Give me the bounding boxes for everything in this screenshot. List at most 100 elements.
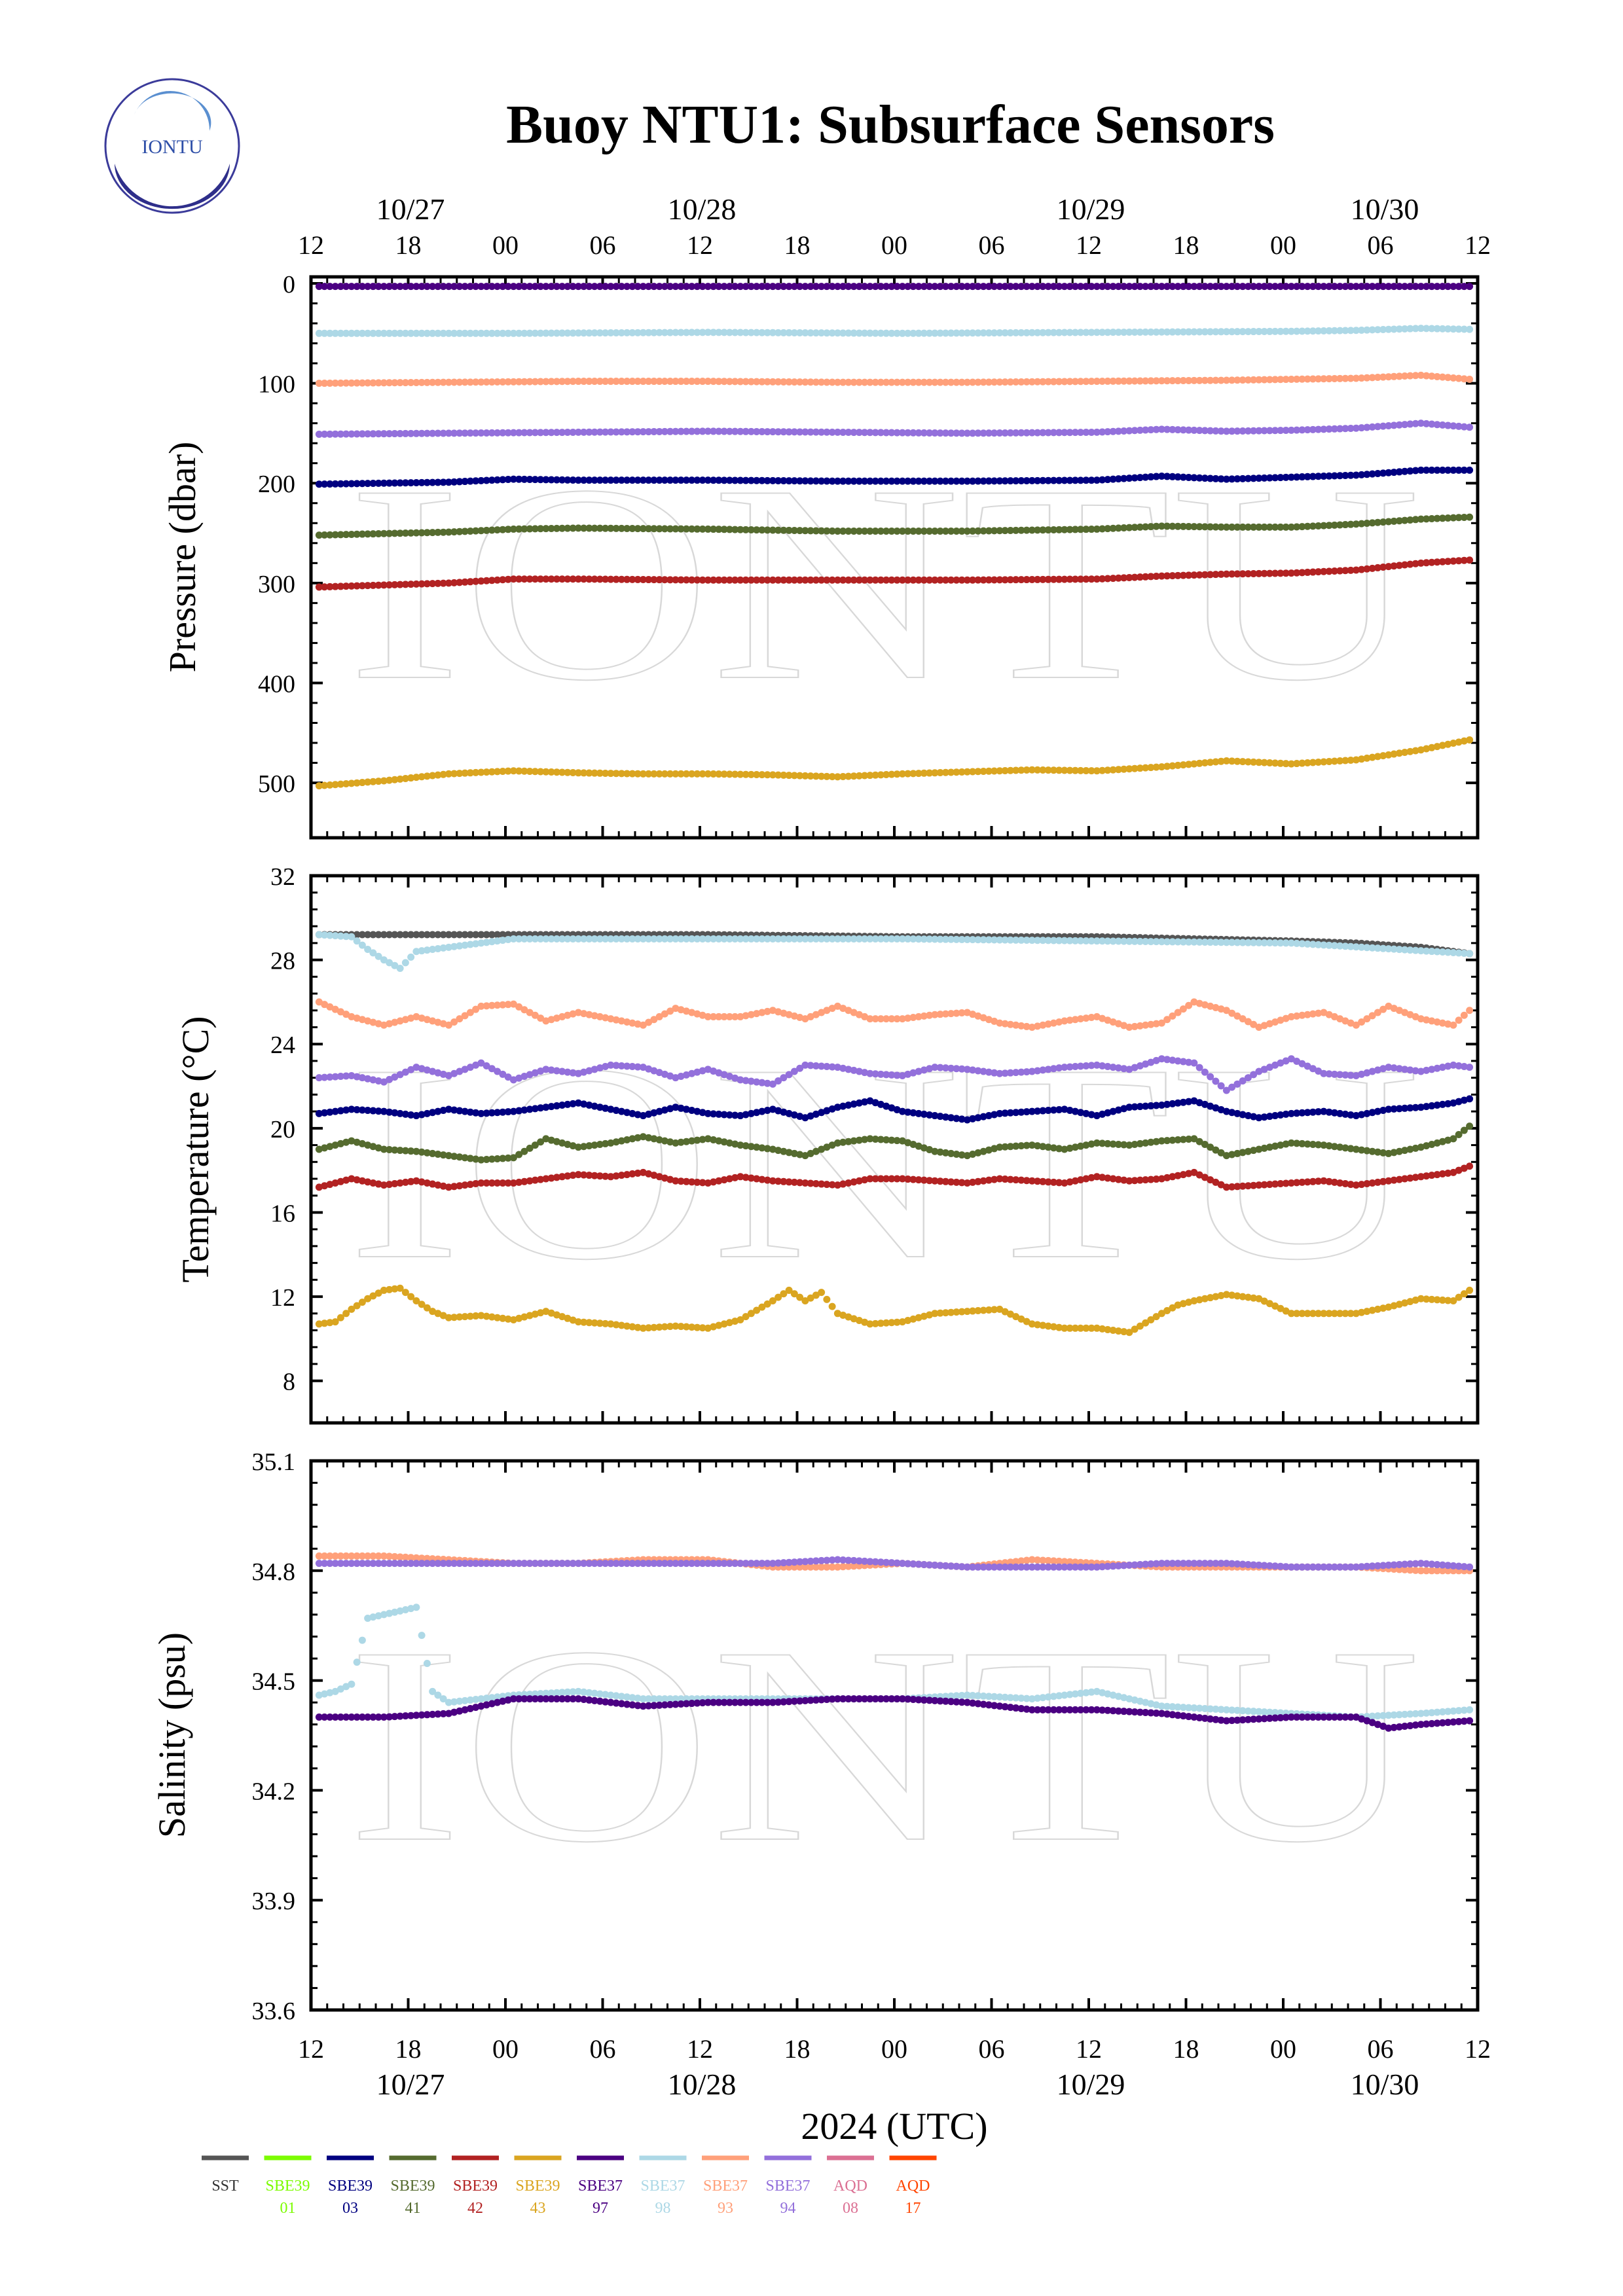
- data-point: [1131, 1561, 1139, 1569]
- data-point: [1049, 329, 1057, 336]
- data-point: [996, 527, 1004, 535]
- data-point: [1320, 1009, 1328, 1016]
- data-point: [445, 1698, 452, 1706]
- data-point: [785, 1109, 793, 1117]
- data-point: [839, 428, 847, 436]
- data-point: [866, 1175, 874, 1183]
- data-point: [790, 526, 798, 534]
- data-point: [1450, 1297, 1457, 1305]
- data-point: [1201, 1100, 1209, 1108]
- data-point: [645, 1560, 653, 1568]
- data-point: [953, 1115, 960, 1122]
- data-point: [466, 1696, 474, 1704]
- data-point: [1433, 1171, 1441, 1179]
- data-point: [672, 1177, 680, 1185]
- data-point: [720, 1320, 728, 1328]
- data-point: [1325, 1142, 1333, 1150]
- data-point: [1039, 1563, 1047, 1571]
- data-point: [456, 942, 464, 950]
- data-point: [504, 1179, 512, 1187]
- data-point: [1147, 1020, 1155, 1028]
- data-point: [818, 378, 826, 386]
- data-point: [607, 428, 615, 436]
- data-point: [1379, 1723, 1387, 1731]
- data-point: [1255, 1181, 1263, 1189]
- data-point: [1304, 1178, 1311, 1186]
- data-point: [926, 527, 934, 535]
- data-point: [369, 1552, 377, 1560]
- data-point: [1406, 1174, 1414, 1182]
- data-point: [1466, 325, 1474, 333]
- data-point: [1401, 516, 1409, 524]
- data-point: [617, 1017, 625, 1025]
- data-point: [353, 1552, 361, 1560]
- data-point: [1099, 1174, 1106, 1181]
- data-point: [574, 935, 582, 942]
- series-SBE37_97: [315, 1695, 1474, 1732]
- data-point: [1087, 767, 1095, 775]
- data-point: [418, 1111, 426, 1119]
- data-point: [1417, 1143, 1425, 1151]
- data-point: [542, 1560, 550, 1568]
- data-point: [629, 1694, 636, 1702]
- data-point: [542, 575, 550, 583]
- data-point: [456, 528, 464, 535]
- data-point: [1455, 1098, 1463, 1105]
- data-point: [1379, 373, 1387, 381]
- watermark-temperature: IONTU: [347, 1007, 1421, 1318]
- data-point: [693, 1560, 701, 1568]
- axis-ticks: 0100200300400500812162024283233.633.934.…: [252, 271, 1479, 2025]
- data-point: [974, 1700, 982, 1708]
- data-point: [1363, 1562, 1371, 1570]
- data-point: [915, 1067, 922, 1075]
- data-point: [958, 329, 966, 337]
- data-point: [386, 1713, 393, 1721]
- data-point: [531, 525, 539, 533]
- data-point: [1174, 1009, 1182, 1016]
- data-point: [1368, 1147, 1376, 1155]
- data-point: [591, 1560, 598, 1568]
- data-point: [374, 1180, 382, 1188]
- data-point: [645, 1695, 653, 1703]
- data-point: [1055, 476, 1063, 484]
- data-point: [1336, 327, 1344, 334]
- data-point: [412, 1013, 420, 1020]
- data-point: [1293, 1563, 1301, 1571]
- data-point: [1412, 1174, 1419, 1181]
- data-point: [904, 1317, 912, 1325]
- data-point: [1304, 283, 1311, 291]
- data-point: [1055, 1557, 1063, 1565]
- data-point: [1320, 1069, 1328, 1077]
- data-point: [926, 935, 934, 943]
- bottom-hour-label: 06: [979, 2034, 1005, 2064]
- data-point: [1023, 1556, 1030, 1564]
- data-point: [401, 1712, 409, 1720]
- data-point: [985, 1068, 993, 1076]
- data-point: [1077, 1689, 1085, 1697]
- data-point: [1152, 573, 1160, 581]
- data-point: [617, 935, 625, 942]
- data-point: [1012, 936, 1020, 944]
- data-point: [1233, 939, 1241, 946]
- data-point: [337, 430, 344, 438]
- data-point: [807, 1563, 814, 1571]
- data-point: [1017, 1068, 1025, 1076]
- data-point: [871, 527, 879, 535]
- data-point: [337, 1073, 344, 1081]
- data-point: [1136, 1560, 1144, 1568]
- data-point: [855, 1557, 863, 1565]
- data-point: [418, 1560, 426, 1568]
- data-point: [1049, 1706, 1057, 1713]
- data-point: [418, 283, 426, 291]
- data-point: [753, 526, 761, 534]
- data-point: [542, 1695, 550, 1703]
- data-point: [807, 1179, 814, 1187]
- data-point: [1309, 473, 1317, 480]
- data-point: [456, 1153, 464, 1161]
- data-point: [1255, 759, 1263, 766]
- data-point: [833, 283, 841, 291]
- data-point: [941, 1177, 949, 1185]
- data-point: [553, 1174, 560, 1181]
- data-point: [380, 1021, 388, 1029]
- data-point: [801, 1297, 809, 1305]
